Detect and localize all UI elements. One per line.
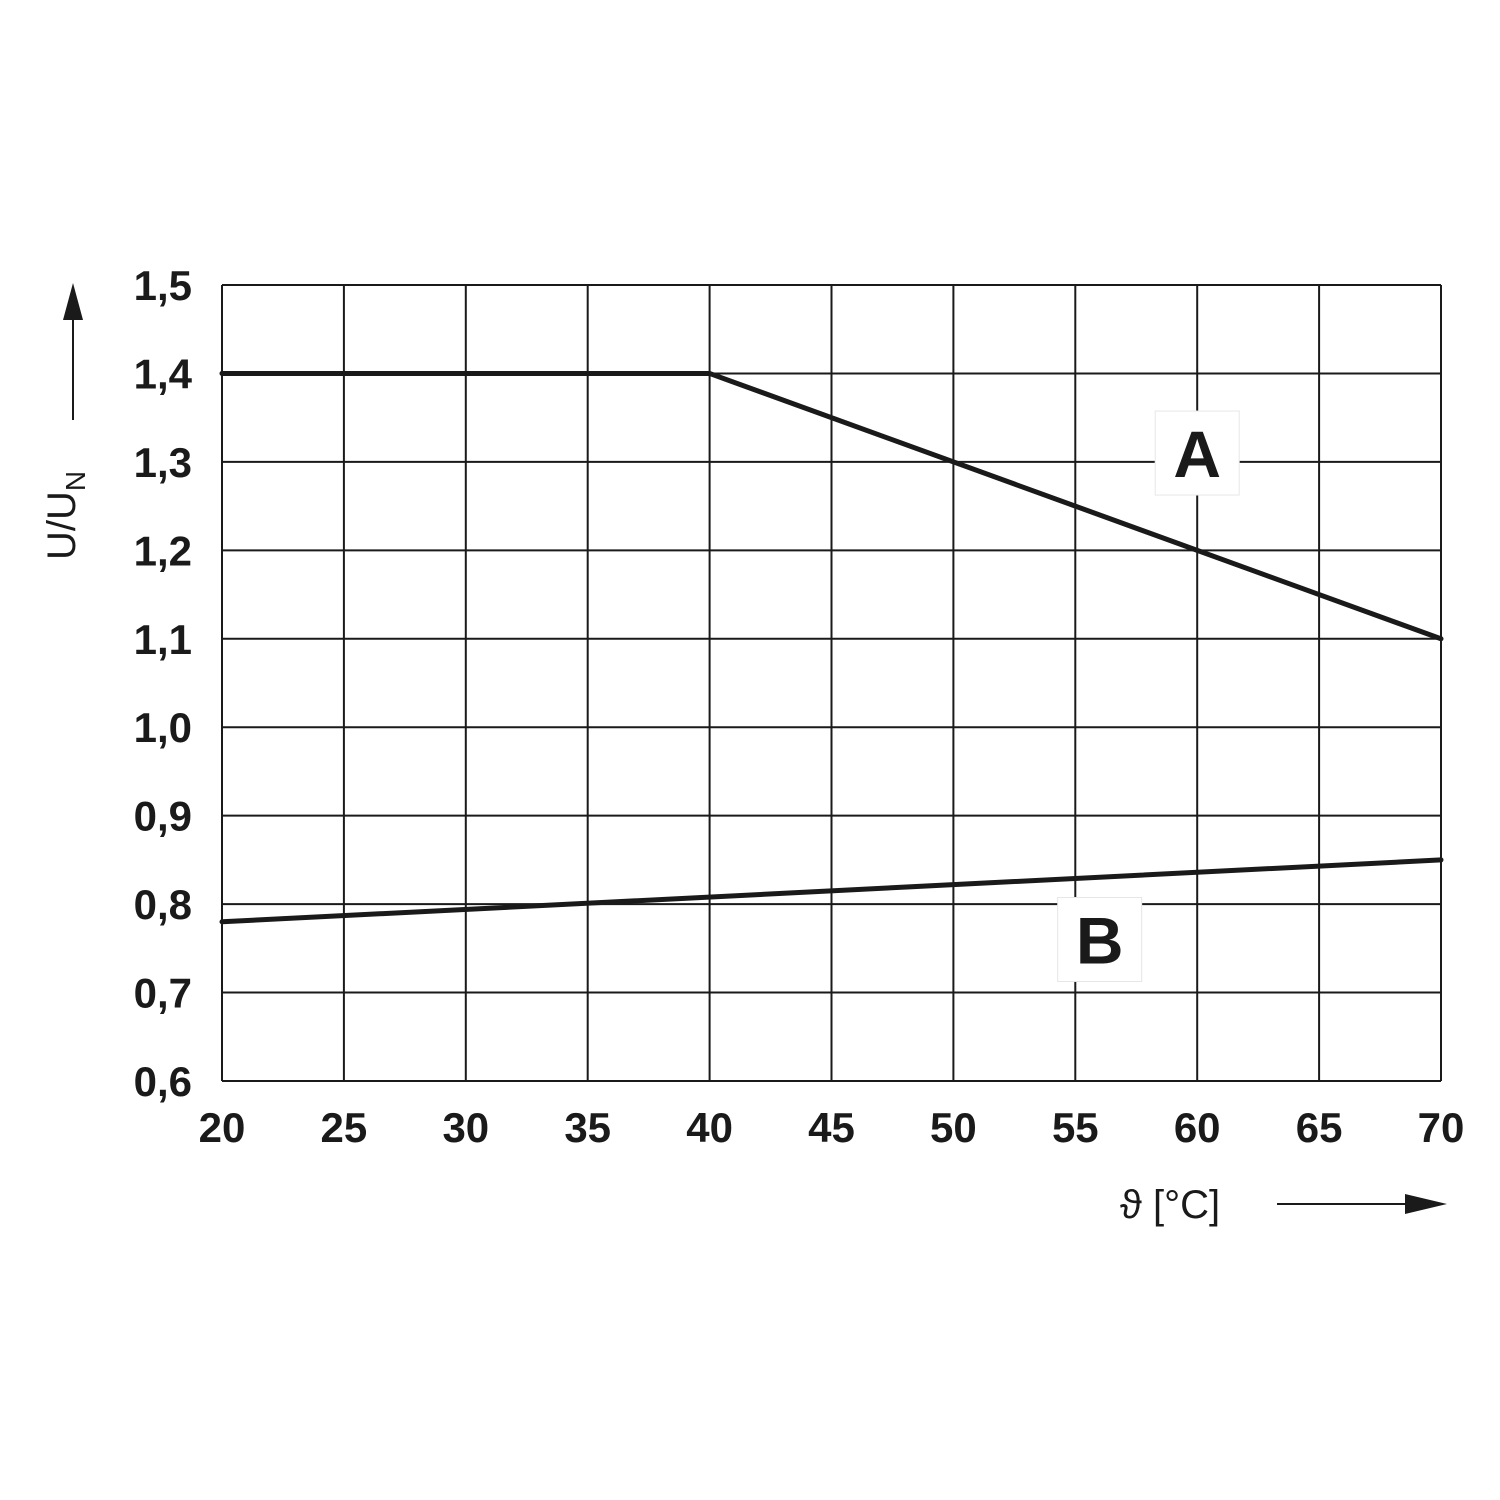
- y-tick-label: 1,3: [134, 439, 192, 486]
- series-label-A: A: [1173, 417, 1221, 491]
- series-label-box-B: [1057, 896, 1143, 982]
- x-tick-label: 65: [1296, 1104, 1343, 1151]
- x-tick-label: 20: [199, 1104, 246, 1151]
- x-axis-label: ϑ [°C]: [1120, 1183, 1220, 1227]
- series-label-B: B: [1076, 903, 1124, 977]
- y-tick-label: 1,0: [134, 704, 192, 751]
- series-line-B: [219, 857, 1444, 925]
- grid: [221, 284, 1442, 1082]
- y-tick-label: 1,4: [134, 350, 193, 397]
- series-line-A: [219, 370, 1444, 642]
- x-tick-label: 40: [686, 1104, 733, 1151]
- y-axis-label: U/UN: [40, 471, 91, 560]
- x-tick-label: 25: [321, 1104, 368, 1151]
- x-tick-label: 55: [1052, 1104, 1099, 1151]
- x-axis-arrow-head-icon: [1405, 1194, 1447, 1214]
- x-tick-label: 50: [930, 1104, 977, 1151]
- x-tick-label: 45: [808, 1104, 855, 1151]
- x-tick-label: 70: [1418, 1104, 1465, 1151]
- y-tick-label: 1,5: [134, 262, 192, 309]
- x-axis-title: ϑ [°C]: [1120, 1183, 1447, 1227]
- series-label-box-A: [1154, 410, 1240, 496]
- series-lines: AB: [219, 370, 1444, 982]
- y-tick-label: 0,7: [134, 970, 192, 1017]
- x-tick-label: 35: [564, 1104, 611, 1151]
- y-tick-label: 0,6: [134, 1058, 192, 1105]
- x-tick-label: 60: [1174, 1104, 1221, 1151]
- y-tick-label: 0,9: [134, 793, 192, 840]
- y-tick-label: 0,8: [134, 881, 192, 928]
- x-tick-label: 30: [442, 1104, 489, 1151]
- y-tick-label: 1,2: [134, 527, 192, 574]
- y-axis-title: U/UN: [40, 283, 91, 560]
- y-axis-arrow-head-icon: [63, 283, 83, 320]
- y-tick-label: 1,1: [134, 616, 192, 663]
- tick-labels: 20 25 30 35 40 45 50 55 60 65 70 0,6 0,7 0,8 0,9 1,0 1,1…: [134, 262, 1465, 1151]
